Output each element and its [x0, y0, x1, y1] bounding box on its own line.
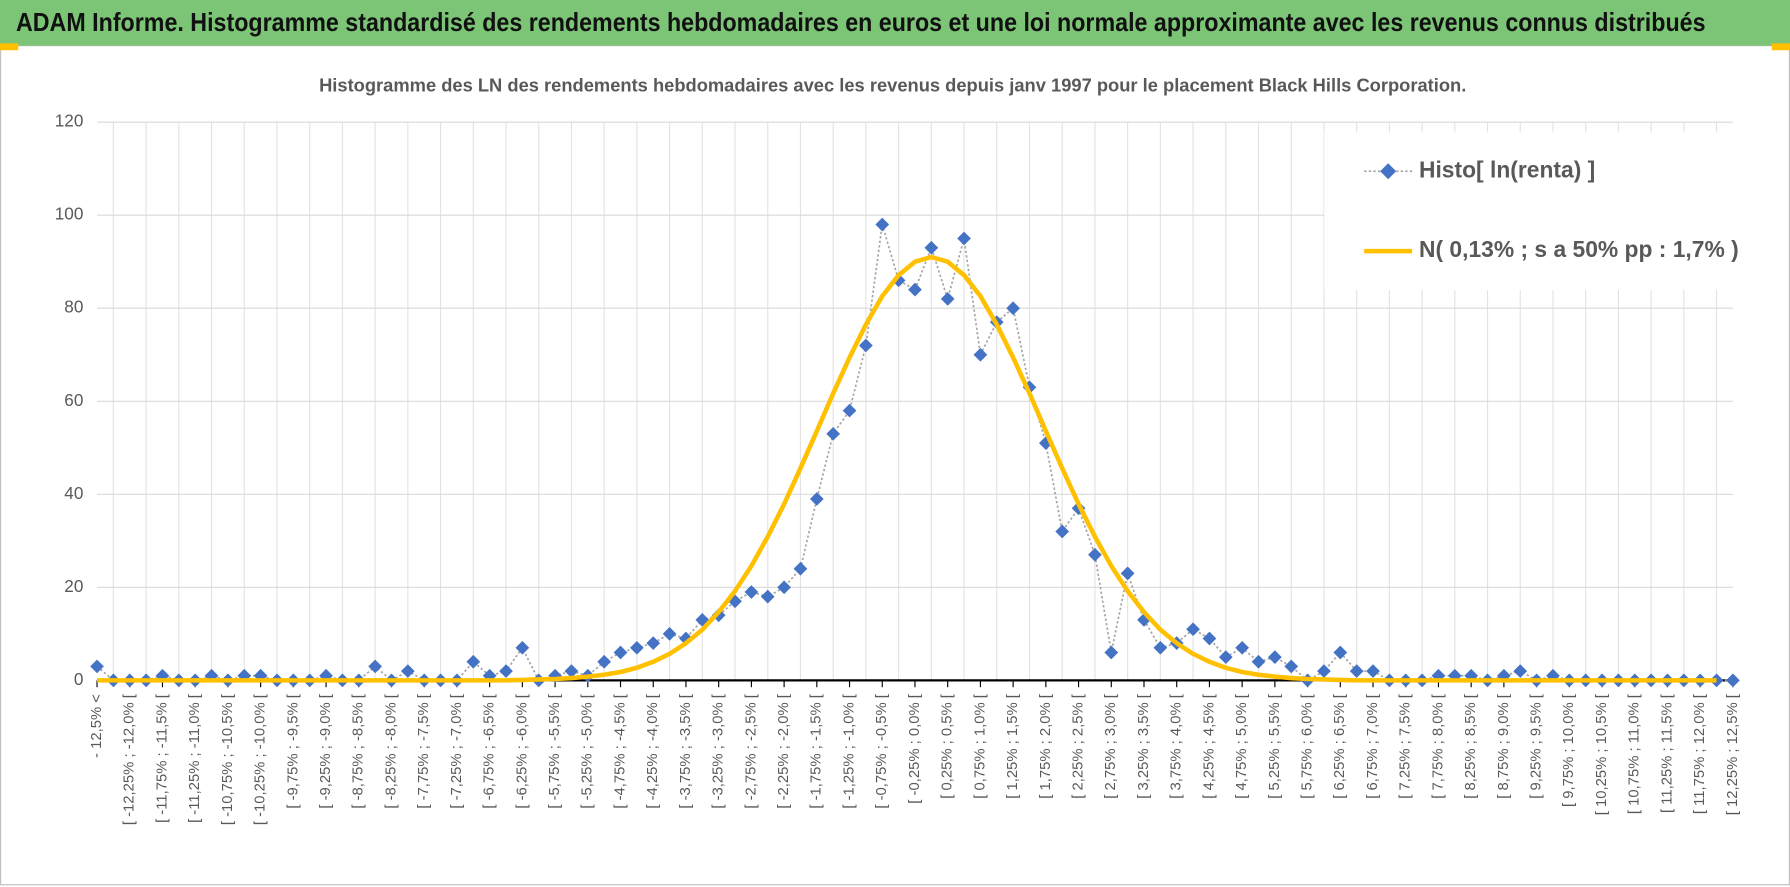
x-tick-label: [ 9,75% ; 10,0% [	[1561, 694, 1577, 807]
x-tick-label: [ -1,25% ; -1,0% [	[841, 694, 857, 809]
x-tick-label: [ -2,75% ; -2,5% [	[743, 694, 759, 809]
marker	[1268, 650, 1282, 664]
x-tick-label: - 12,5% <	[89, 694, 105, 758]
x-tick-label: [ -11,75% ; -11,5% [	[154, 694, 170, 823]
x-tick-label: [ 11,75% ; 12,0% [	[1692, 694, 1708, 814]
marker	[515, 640, 530, 655]
legend-box	[1324, 132, 1736, 290]
x-tick-label: [ -4,25% ; -4,0% [	[645, 694, 661, 809]
marker	[1235, 640, 1250, 655]
x-tick-label: [ -5,75% ; -5,5% [	[547, 694, 563, 809]
x-tick-label: [ -0,75% ; -0,5% [	[874, 694, 890, 809]
marker	[940, 292, 955, 306]
marker	[90, 659, 104, 674]
y-tick-label: 100	[55, 205, 84, 224]
legend-label: Histo[ ln(renta) ]	[1419, 156, 1595, 182]
x-tick-label: [ 5,25% ; 5,5% [	[1267, 694, 1283, 799]
x-tick-label: [ 7,25% ; 7,5% [	[1398, 694, 1414, 799]
x-tick-label: [ -12,25% ; -12,0% [	[122, 694, 138, 825]
x-tick-label: [ 4,75% ; 5,0% [	[1234, 694, 1250, 799]
x-tick-label: [ 8,25% ; 8,5% [	[1463, 694, 1479, 799]
x-tick-label: [ -1,75% ; -1,5% [	[809, 694, 825, 809]
x-tick-label: [ -6,25% ; -6,0% [	[514, 694, 530, 809]
marker	[793, 561, 808, 576]
y-tick-label: 60	[64, 391, 83, 410]
y-tick-label: 120	[55, 112, 84, 131]
y-tick-label: 80	[64, 298, 83, 317]
x-tick-label: [ 6,75% ; 7,0% [	[1365, 694, 1381, 799]
x-tick-label: [ -6,75% ; -6,5% [	[482, 694, 498, 809]
x-tick-label: [ 6,25% ; 6,5% [	[1332, 694, 1348, 799]
x-tick-label: [ 0,75% ; 1,0% [	[972, 694, 988, 799]
legend-label: N( 0,13% ; s a 50% pp : 1,7% )	[1419, 236, 1739, 262]
marker	[957, 231, 971, 246]
marker	[859, 338, 873, 353]
x-tick-label: [ 9,25% ; 9,5% [	[1529, 694, 1545, 799]
x-tick-label: [ -9,25% ; -9,0% [	[318, 694, 334, 809]
corner	[1771, 43, 1790, 51]
marker	[924, 240, 939, 255]
x-tick-label: [ 10,75% ; 11,0% [	[1627, 694, 1643, 814]
marker	[826, 426, 841, 441]
x-tick-label: [ -11,25% ; -11,0% [	[187, 694, 203, 823]
x-tick-label: [ 10,25% ; 10,5% [	[1594, 694, 1610, 815]
chart-title: Histogramme des LN des rendements hebdom…	[319, 75, 1466, 96]
x-tick-label: [ -3,75% ; -3,5% [	[678, 694, 694, 809]
corner	[0, 43, 19, 51]
series-line	[97, 254, 1717, 683]
x-tick-label: [ -10,25% ; -10,0% [	[253, 694, 269, 825]
x-tick-label: [ 0,25% ; 0,5% [	[940, 694, 956, 799]
x-tick-label: [ 1,25% ; 1,5% [	[1005, 694, 1021, 799]
marker	[744, 585, 759, 599]
x-tick-label: [ -0,25% ; 0,0% [	[907, 694, 923, 804]
x-tick-label: [ 3,25% ; 3,5% [	[1136, 694, 1152, 799]
x-tick-label: [ -10,75% ; -10,5% [	[220, 694, 236, 825]
x-tick-label: [ -3,25% ; -3,0% [	[711, 694, 727, 809]
x-tick-label: [ 1,75% ; 2,0% [	[1038, 694, 1054, 799]
marker	[368, 659, 382, 674]
marker	[875, 217, 890, 232]
marker	[1137, 613, 1151, 627]
header-bar	[0, 0, 1790, 46]
legend-marker	[1380, 163, 1397, 180]
x-tick-label: [ 11,25% ; 11,5% [	[1659, 694, 1675, 813]
y-tick-label: 20	[64, 577, 83, 596]
x-tick-label: [ -2,25% ; -2,0% [	[776, 694, 792, 809]
x-tick-label: [ -4,75% ; -4,5% [	[612, 694, 628, 809]
y-tick-label: 40	[64, 484, 83, 503]
x-tick-label: [ 7,75% ; 8,0% [	[1430, 694, 1446, 799]
marker	[809, 492, 824, 506]
x-tick-label: [ 2,25% ; 2,5% [	[1070, 694, 1086, 799]
x-tick-label: [ -5,25% ; -5,0% [	[580, 694, 596, 809]
y-tick-label: 0	[74, 670, 84, 689]
x-tick-label: [ -8,25% ; -8,0% [	[383, 694, 399, 809]
x-tick-label: [ 3,75% ; 4,0% [	[1169, 694, 1185, 799]
x-tick-label: [ -9,75% ; -9,5% [	[285, 694, 301, 809]
marker	[1284, 659, 1299, 674]
marker	[1218, 650, 1233, 664]
x-tick-label: [ 8,75% ; 9,0% [	[1496, 694, 1512, 799]
x-tick-label: [ 5,75% ; 6,0% [	[1300, 694, 1316, 799]
header-title: ADAM Informe. Histogramme standardisé de…	[16, 7, 1706, 37]
x-tick-label: [ 4,25% ; 4,5% [	[1201, 694, 1217, 799]
marker	[1006, 301, 1020, 316]
x-tick-label: [ 12,25% ; 12,5% [	[1725, 694, 1741, 815]
x-tick-label: [ -7,75% ; -7,5% [	[416, 694, 432, 809]
x-tick-label: [ 2,75% ; 3,0% [	[1103, 694, 1119, 799]
x-tick-label: [ -8,75% ; -8,5% [	[351, 694, 367, 809]
x-tick-label: [ -7,25% ; -7,0% [	[449, 694, 465, 809]
